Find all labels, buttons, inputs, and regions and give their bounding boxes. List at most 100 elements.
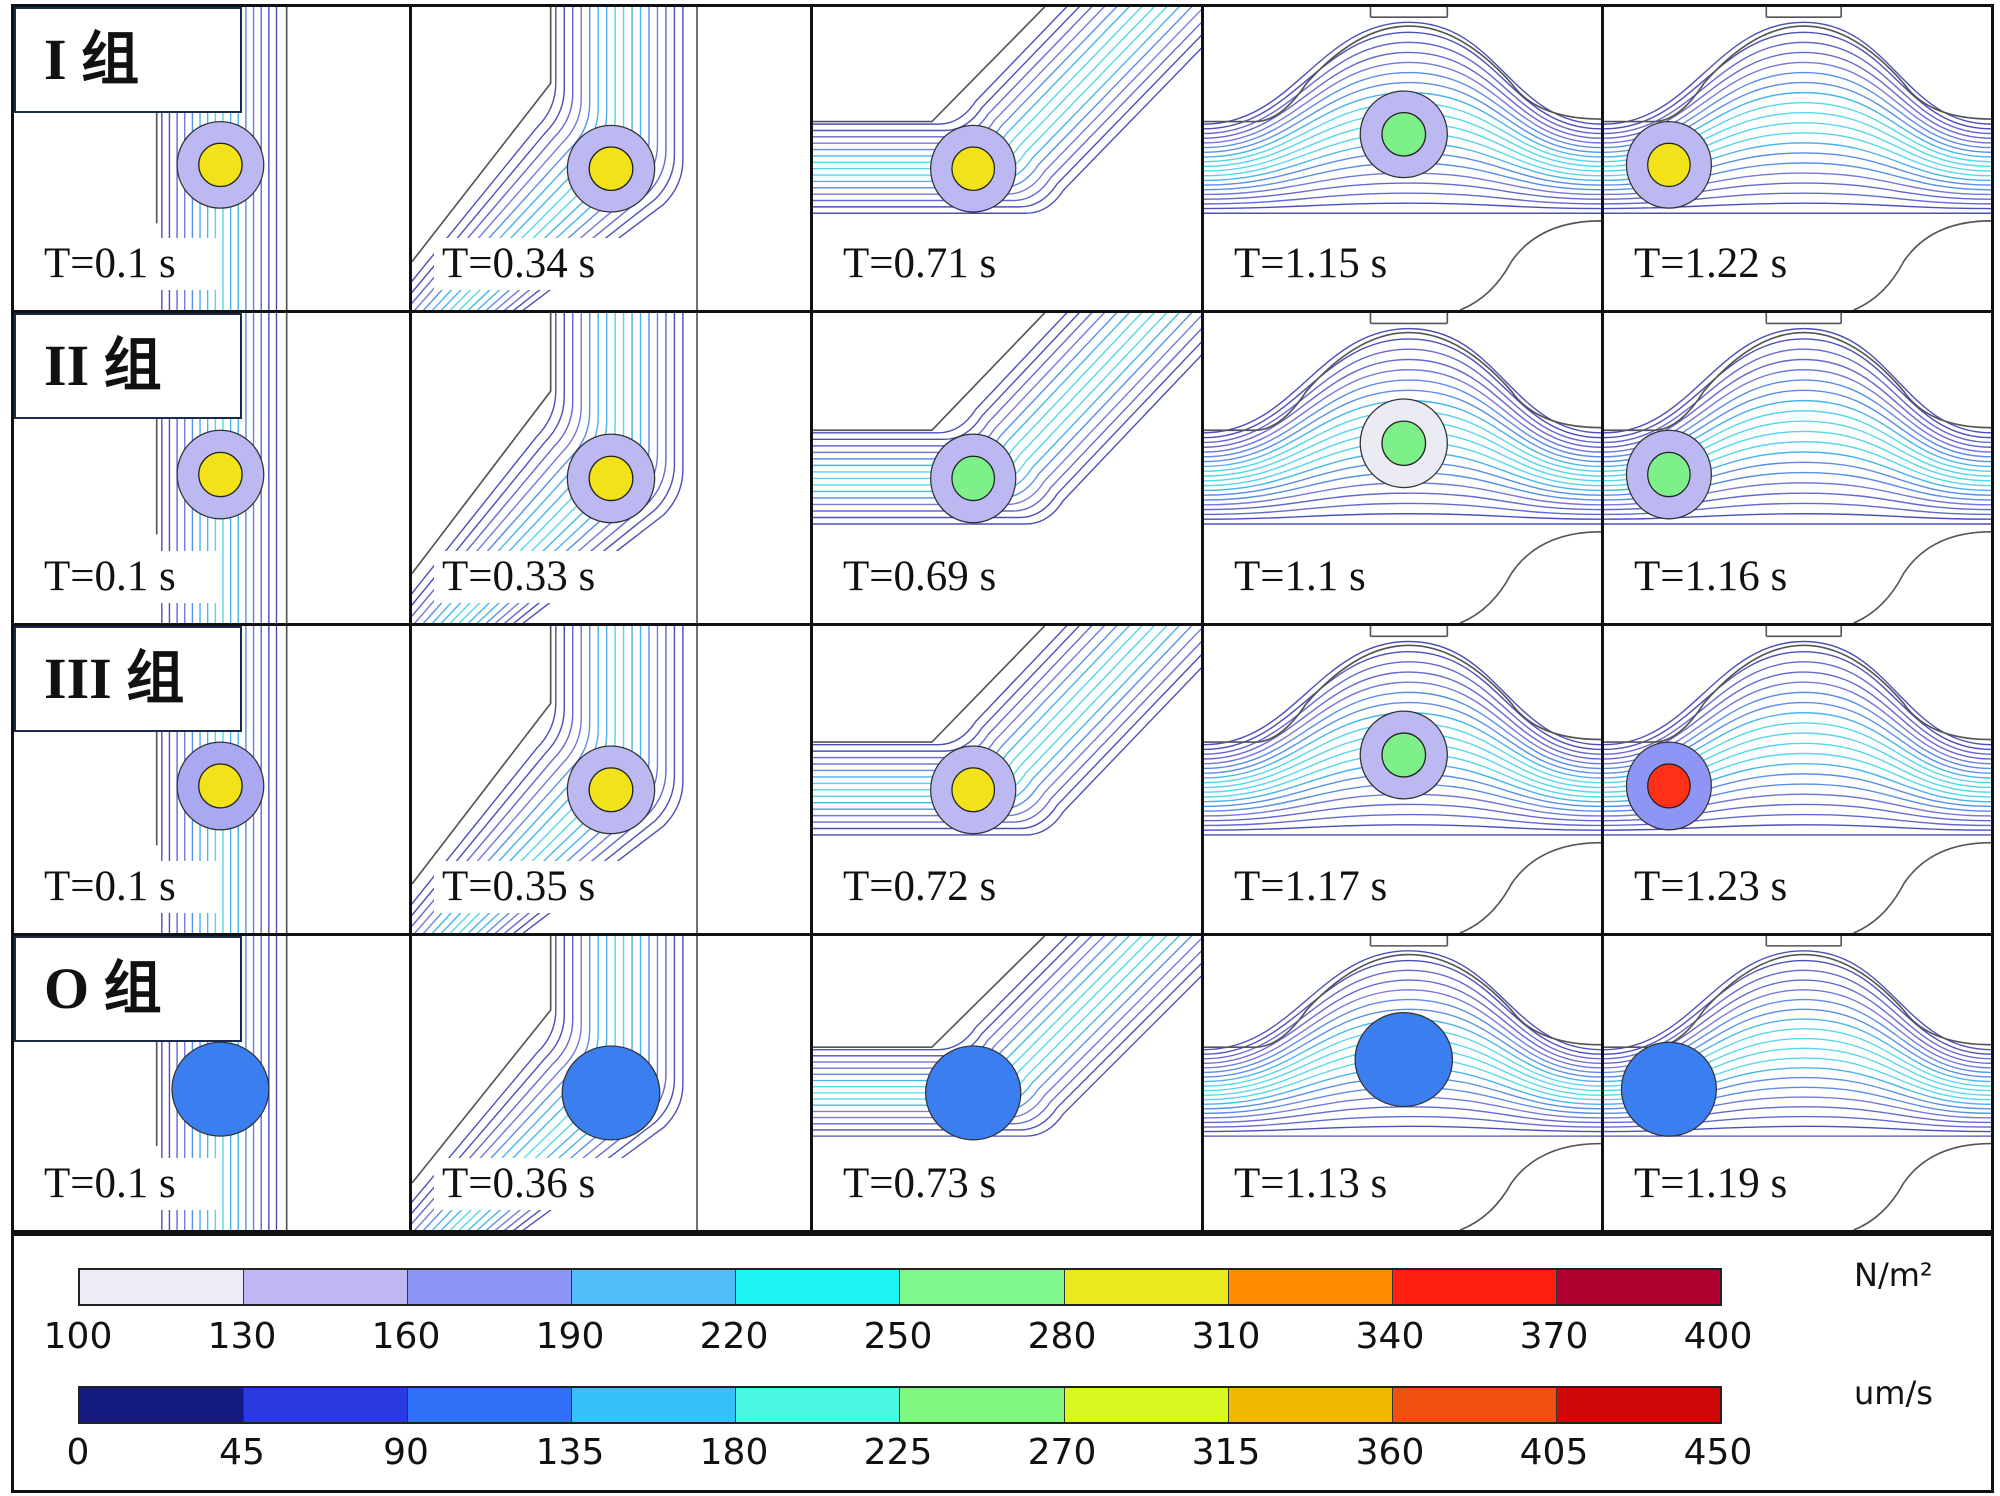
cell-nucleus [1381, 112, 1427, 157]
channel-wall [412, 313, 552, 575]
channel-wall [412, 936, 552, 1184]
panel-row2-col1: T=0.1 s II 组 [14, 313, 409, 623]
streamline [412, 313, 574, 618]
streamline [813, 626, 1068, 746]
streamline-plot [412, 626, 698, 933]
streamline-plot [412, 7, 698, 310]
streamline [1604, 338, 1991, 439]
streamline [414, 313, 582, 623]
streamline [1204, 202, 1601, 210]
streamline [813, 313, 1068, 434]
channel-wall [813, 936, 1046, 1048]
panel-row3-col1: T=0.1 s III 组 [14, 626, 409, 933]
streamline [1204, 701, 1601, 774]
streamline-plot [1204, 936, 1601, 1230]
group-label: O 组 [14, 936, 242, 1042]
streamline [1204, 338, 1601, 439]
time-label: T=1.1 s [1226, 551, 1406, 603]
time-label: T=0.1 s [36, 551, 216, 603]
panel-row2-col5: T=1.16 s [1604, 313, 1991, 623]
channel-wall [1459, 841, 1601, 933]
panel-row4-col2: T=0.36 s [412, 936, 810, 1230]
streamline [813, 641, 1201, 823]
streamline-plot [412, 936, 698, 1230]
streamline [412, 7, 574, 305]
streamline-plot [813, 936, 1201, 1141]
streamline [1204, 61, 1601, 144]
time-label: T=1.15 s [1226, 238, 1428, 290]
streamline [813, 313, 1080, 441]
streamline [1604, 959, 1991, 1055]
streamline [1204, 182, 1601, 200]
streamline [414, 626, 582, 933]
channel-wall [412, 7, 552, 263]
streamline [1604, 640, 1991, 746]
cell-nucleus [1381, 732, 1427, 778]
streamline [1204, 81, 1601, 153]
colorbar-segment [1064, 1388, 1229, 1422]
colorbar-tick-label: 370 [1519, 1316, 1589, 1357]
colorbar-tick-label: 405 [1519, 1432, 1589, 1473]
streamline [1204, 502, 1601, 516]
streamline [422, 313, 591, 623]
group-label: II 组 [14, 313, 242, 419]
group-label: III 组 [14, 626, 242, 732]
streamline [813, 975, 1201, 1137]
colorbar-tick-label: 360 [1355, 1432, 1425, 1473]
streamline [813, 21, 1201, 202]
channel-wall [1853, 1142, 1991, 1230]
streamline [1604, 358, 1991, 448]
velocity-colorbar [78, 1386, 1722, 1424]
streamline-plot [813, 626, 1201, 836]
streamline [813, 626, 1080, 752]
streamline [1604, 661, 1991, 755]
streamline [1604, 327, 1991, 434]
time-label: T=1.23 s [1626, 861, 1828, 913]
streamline [1204, 824, 1601, 831]
streamline [813, 47, 1201, 214]
colorbar-segment [1556, 1270, 1720, 1304]
cell-nucleus [1647, 142, 1691, 188]
streamline [1204, 358, 1601, 448]
cell-nucleus [588, 146, 634, 191]
channel-wall [1459, 530, 1601, 623]
stress-colorbar-ticks: 100 130 160 190 220 250 280 310 340 370 400 [44, 1316, 1753, 1360]
cell-nucleus [198, 451, 243, 498]
time-label: T=0.1 s [36, 1158, 216, 1210]
time-label: T=0.34 s [434, 238, 636, 290]
streamline [1204, 979, 1601, 1064]
streamline [522, 313, 684, 623]
cell-nucleus [951, 455, 996, 502]
streamline [1204, 813, 1601, 827]
colorbar-tick-label: 340 [1355, 1316, 1425, 1357]
streamline [512, 936, 676, 1230]
colorbar-segment [572, 1388, 737, 1422]
panel-row4-col3: T=0.73 s [813, 936, 1201, 1230]
channel-wall [1765, 313, 1843, 325]
streamline-plot [1204, 626, 1601, 933]
colorbar-segment [408, 1270, 573, 1304]
streamline [412, 626, 557, 905]
colorbar-segment [1228, 1270, 1393, 1304]
colorbar-tick-label: 310 [1191, 1316, 1261, 1357]
cell [1620, 1041, 1717, 1137]
streamline [522, 7, 684, 310]
panel-row1-col5: T=1.22 s [1604, 7, 1991, 310]
streamline [1204, 681, 1601, 765]
streamline [813, 354, 1201, 525]
streamline [522, 936, 684, 1230]
streamline [1604, 671, 1991, 760]
streamline [1604, 21, 1991, 125]
panel-row2-col3: T=0.69 s [813, 313, 1201, 623]
colorbar-tick-label: 190 [535, 1316, 605, 1357]
channel-wall [1765, 7, 1843, 19]
streamline [1204, 31, 1601, 130]
streamline [813, 7, 1068, 125]
time-label: T=0.33 s [434, 551, 636, 603]
colorbar-tick-label: 450 [1683, 1432, 1753, 1473]
group-label: I 组 [14, 7, 242, 113]
cell-nucleus [1647, 763, 1691, 809]
streamline [1204, 369, 1601, 453]
time-label: T=0.69 s [835, 551, 1037, 603]
colorbar-tick-label: 180 [699, 1432, 769, 1473]
